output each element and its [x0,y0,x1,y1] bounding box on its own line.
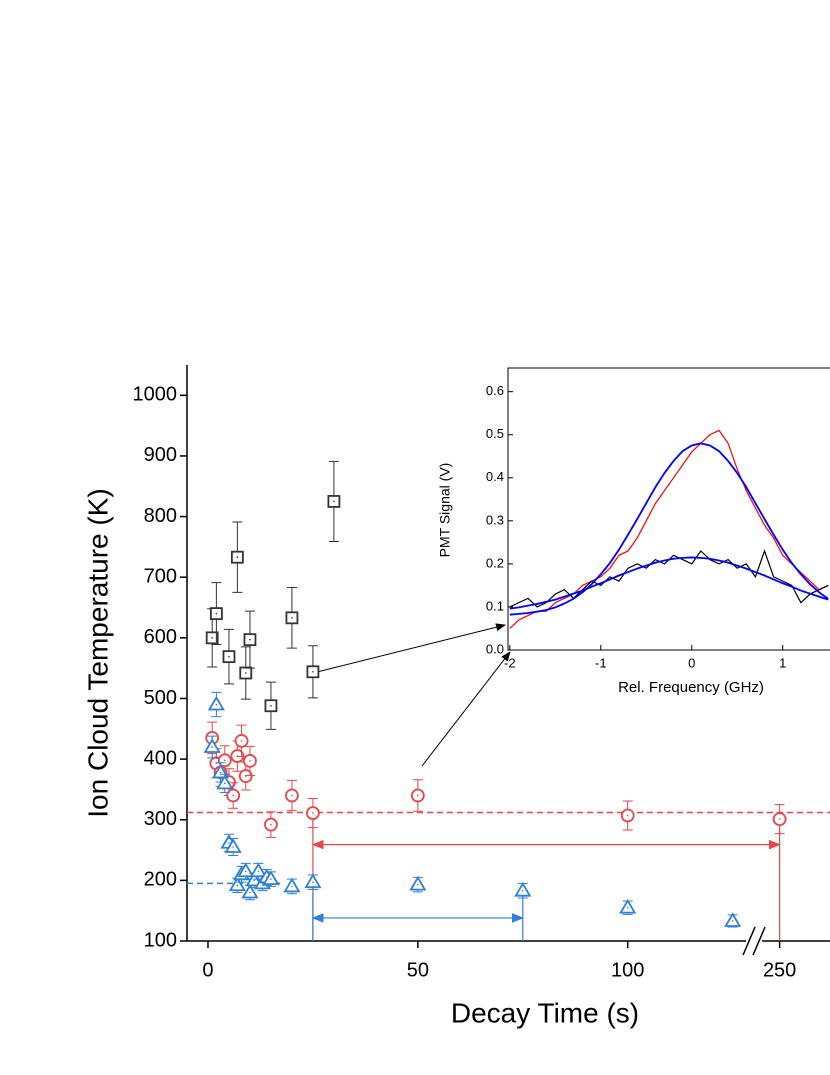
marker-dot [333,500,335,503]
marker-dot [778,818,781,820]
axis-break [752,926,766,956]
x-axis-title: Decay Time (s) [451,997,639,1028]
inset-y-title: PMT Signal (V) [437,463,453,558]
y-tick-label: 200 [144,869,177,891]
inset-line [509,429,829,629]
y-tick-label: 1000 [133,384,178,406]
marker-dot [312,881,314,883]
marker-dot [253,879,255,882]
inset-y-tick-label: 0.5 [486,426,504,441]
marker-triangle [409,875,427,891]
marker-triangle [249,862,267,878]
inset-y-tick-label: 0.1 [486,598,504,613]
marker-dot [249,891,251,894]
marker-dot [257,870,260,873]
marker-dot [312,812,314,814]
marker-triangle [262,870,280,886]
marker-dot [232,794,234,797]
marker-dot [223,759,226,762]
inset-line [509,442,829,616]
marker-triangle [724,912,742,927]
marker-dot [291,617,293,619]
marker-triangle [224,838,242,853]
marker-dot [215,612,218,615]
y-tick-label: 800 [144,505,177,527]
marker-triangle [304,873,322,889]
main-plot: 100 200 300 400 500 600 700 800 900 1000 0 50 100 250 [133,365,830,981]
inset-frame [507,367,830,651]
marker-dot [626,814,629,817]
marker-dot [270,704,272,707]
marker-dot [291,885,293,888]
marker-dot [270,823,272,826]
marker-dot [731,920,734,922]
marker-dot [521,889,524,892]
x-tick-label: 250 [763,959,796,981]
inset-x-tick-label: -1 [595,655,607,670]
y-axis-title: Ion Cloud Temperature (K) [82,488,113,817]
marker-dot [312,670,314,673]
marker-dot [228,841,230,844]
marker-dot [417,794,419,797]
inset-x-tick-label: -2 [504,655,516,670]
marker-triangle [207,695,225,711]
inset-curves [509,429,829,629]
inset-y-tick-label: 0.3 [486,512,504,527]
inset-x-title: Rel. Frequency (GHz) [618,679,764,696]
marker-dot [240,740,243,742]
inset-line [509,556,829,610]
y-tick-label: 400 [144,747,177,769]
inset-y-tick-label: 0.0 [486,641,504,656]
marker-dot [215,703,218,706]
marker-dot [219,771,222,774]
marker-dot [249,638,251,641]
marker-dot [249,760,251,762]
inset-x-tick-label: 0 [688,655,695,670]
y-tick-label: 500 [144,687,177,709]
marker-dot [626,906,629,909]
marker-triangle [216,774,234,790]
marker-dot [236,884,239,887]
marker-triangle [241,883,259,899]
y-tick-label: 600 [144,626,177,648]
marker-dot [417,883,419,886]
marker-triangle [203,738,221,753]
marker-dot [228,655,230,658]
inset-plot: Rel. Frequency (GHz) PMT Signal (V) 0.0 0… [437,367,830,696]
y-tick-label: 900 [144,444,177,466]
inset-y-tick-label: 0.6 [486,383,504,398]
marker-dot [270,878,272,880]
x-tick-label: 50 [407,959,429,981]
y-tick-label: 100 [144,929,177,951]
marker-dot [291,794,293,797]
x-tick-label: 100 [611,959,644,981]
inset-y-tick-label: 0.2 [486,555,504,570]
marker-dot [244,672,247,674]
axis-break [742,926,756,956]
marker-triangle [619,898,637,914]
marker-dot [232,846,234,848]
marker-dot [211,637,213,639]
marker-triangle [514,881,532,897]
pointer-arrow [312,623,506,674]
pointer-arrow [421,651,511,767]
marker-triangle [228,876,246,892]
y-tick-label: 300 [144,808,177,830]
marker-dot [236,556,239,559]
x-tick-label: 0 [202,959,213,981]
marker-dot [211,746,213,748]
inset-x-tick-label: 1 [779,655,786,670]
axis-break-gap [746,938,763,944]
y-tick-label: 700 [144,565,177,587]
marker-dot [223,782,226,785]
marker-triangle [283,877,301,893]
inset-y-tick-label: 0.4 [486,469,504,484]
marker-dot [244,870,247,873]
